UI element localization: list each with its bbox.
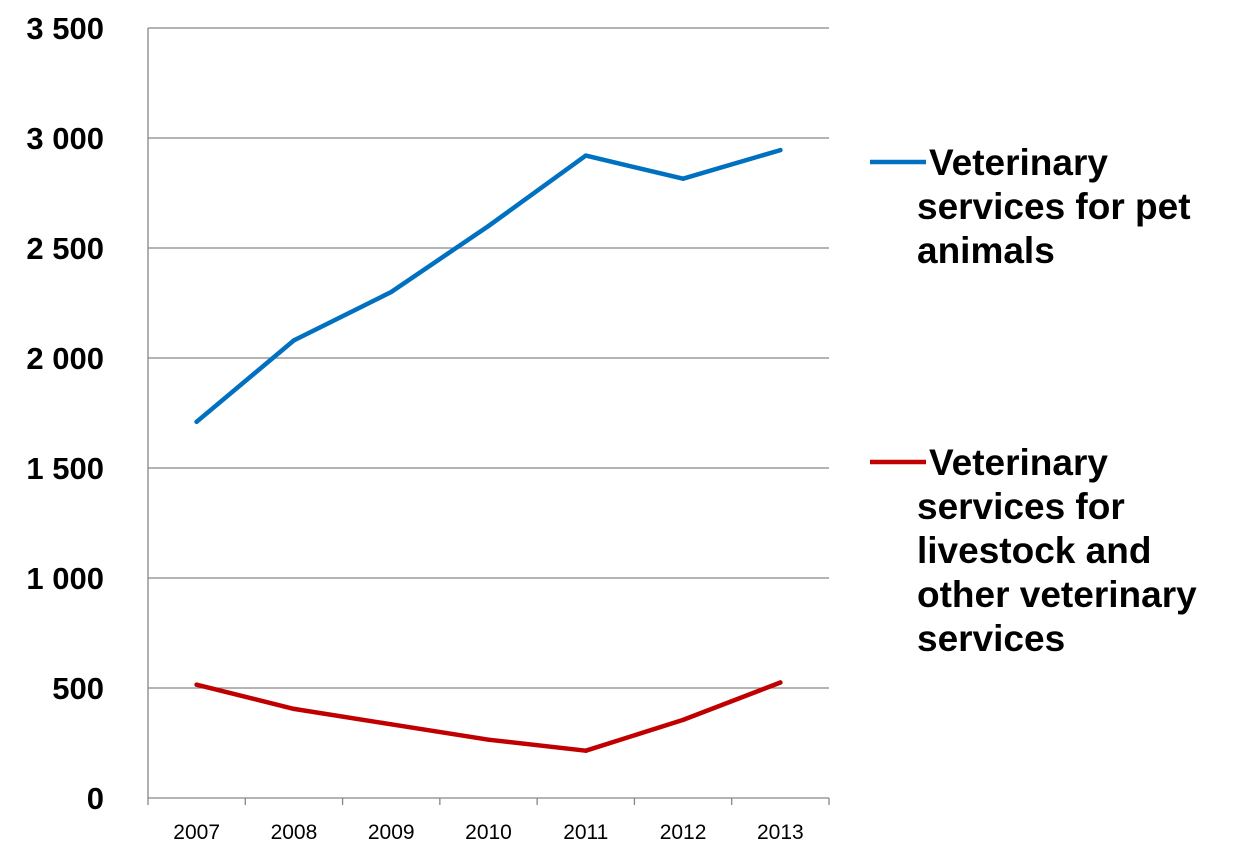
legend-label-line: services for	[917, 486, 1125, 527]
y-tick-label: 0	[87, 781, 104, 816]
data-point	[680, 176, 686, 181]
y-tick-label: 500	[52, 671, 104, 706]
y-tick-label: 1 500	[26, 451, 104, 486]
x-tick-label: 2007	[173, 821, 220, 843]
legend: Veterinary services for pet animalsVeterin…	[870, 142, 1197, 659]
x-tick-label: 2008	[271, 821, 318, 843]
legend-label-line: services for pet	[917, 186, 1191, 227]
data-point	[291, 338, 297, 343]
legend-label-line: Veterinary	[929, 442, 1108, 483]
legend-label-line: livestock and	[917, 530, 1151, 571]
x-axis-tick-labels: 2007 2008 2009 2010 2011 2012 2013	[173, 821, 803, 843]
gridlines	[148, 27, 829, 689]
x-tick-label: 2012	[660, 821, 707, 843]
data-point	[778, 147, 783, 153]
data-point	[194, 682, 199, 687]
x-tick-label: 2010	[465, 821, 512, 843]
x-tick-label: 2009	[368, 821, 415, 843]
data-point	[778, 680, 783, 685]
axes	[147, 28, 830, 805]
legend-label: Veterinary services for pet animals	[917, 142, 1191, 271]
y-tick-label: 2 500	[26, 231, 104, 266]
data-point	[194, 419, 199, 424]
data-point	[486, 223, 491, 229]
y-axis-tick-labels: 0 500 1 000 1 500 2 000 2 500 3 000 3 500	[26, 11, 104, 816]
data-point	[291, 706, 297, 712]
data-point	[389, 289, 394, 295]
legend-label-line: other veterinary	[917, 574, 1197, 615]
data-point	[389, 722, 394, 727]
legend-label-line: Veterinary	[929, 142, 1108, 183]
x-tick-label: 2011	[563, 821, 608, 843]
data-point	[486, 737, 491, 742]
data-point	[680, 717, 686, 723]
series-lines	[194, 147, 783, 753]
x-tick-label: 2013	[757, 821, 804, 843]
y-tick-label: 1 000	[26, 561, 104, 596]
y-tick-label: 2 000	[26, 341, 104, 376]
y-tick-label: 3 500	[26, 11, 104, 46]
legend-label-line: animals	[917, 230, 1055, 271]
series-line-1	[194, 147, 783, 425]
legend-label-line: services	[917, 618, 1065, 659]
data-point	[583, 153, 588, 158]
y-tick-label: 3 000	[26, 121, 104, 156]
legend-label: Veterinary services for livestock and other…	[917, 442, 1197, 659]
data-point	[583, 748, 588, 753]
